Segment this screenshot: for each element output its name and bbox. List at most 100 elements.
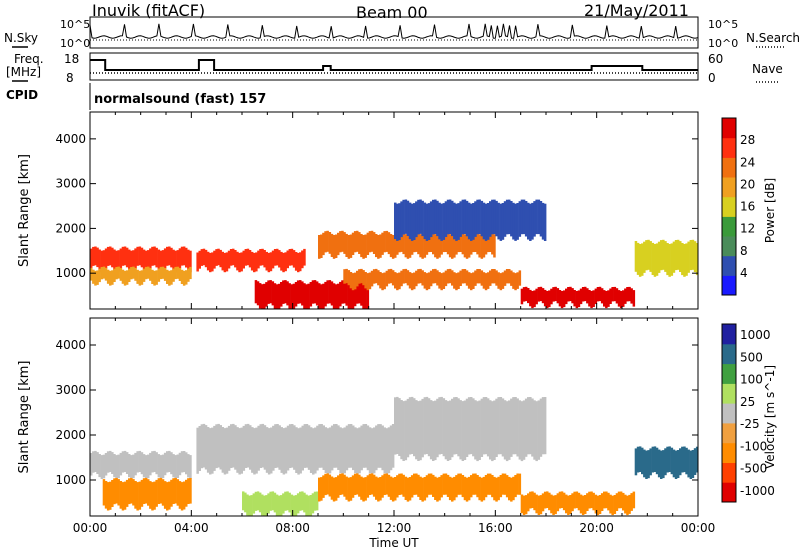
- velocity-cell: [446, 401, 450, 461]
- velocity-cell: [674, 450, 678, 479]
- velocity-cell: [132, 479, 135, 506]
- power-cell: [446, 232, 450, 255]
- power-colorbar-label: Power [dB]: [763, 178, 777, 243]
- velocity-cell: [178, 481, 182, 509]
- velocity-cell: [104, 453, 108, 476]
- power-cell: [590, 291, 593, 309]
- velocity-cell: [600, 493, 604, 511]
- power-cell: [368, 231, 372, 253]
- power-cell: [301, 281, 304, 306]
- velocity-cell: [144, 455, 148, 479]
- velocity-cell: [448, 400, 452, 460]
- velocity-cell: [155, 479, 158, 507]
- velocity-cell: [522, 400, 526, 460]
- velocity-cell: [206, 427, 210, 473]
- velocity-cell: [276, 424, 279, 468]
- velocity-cell: [196, 427, 199, 474]
- velocity-cell: [225, 427, 229, 474]
- power-cell: [657, 241, 661, 273]
- velocity-cell: [499, 475, 503, 498]
- power-cell: [204, 249, 208, 268]
- velocity-cell: [292, 495, 296, 516]
- velocity-cell: [299, 491, 302, 511]
- power-cell: [687, 241, 690, 273]
- velocity-cell: [96, 452, 99, 474]
- velocity-cell: [273, 492, 277, 513]
- velocity-cell: [296, 493, 300, 514]
- power-cell: [497, 272, 500, 289]
- power-cell: [429, 201, 433, 238]
- freq-strip-frame: [89, 52, 699, 81]
- velocity-cell: [370, 473, 374, 495]
- velocity-cell: [140, 452, 144, 475]
- velocity-cell: [459, 400, 462, 460]
- power-cell: [282, 280, 285, 304]
- velocity-cell: [215, 424, 218, 469]
- power-cell: [360, 281, 363, 306]
- velocity-cell: [282, 428, 286, 475]
- velocity-cell: [312, 428, 315, 475]
- velocity-cell: [166, 451, 169, 473]
- power-cell: [457, 203, 460, 240]
- velocity-cell: [121, 451, 125, 473]
- velocity-cell: [271, 491, 275, 511]
- power-cell: [385, 230, 389, 252]
- velocity-cell: [470, 397, 473, 455]
- power-cell: [467, 272, 471, 289]
- velocity-cell: [115, 477, 118, 504]
- power-cell: [461, 269, 465, 284]
- velocity-cell: [489, 400, 492, 460]
- power-cell: [294, 252, 298, 271]
- power-cell: [318, 283, 321, 309]
- velocity-cell: [322, 475, 325, 498]
- power-cell: [423, 234, 427, 258]
- power-cell: [579, 288, 583, 305]
- velocity-cell: [104, 481, 108, 509]
- velocity-cell: [172, 454, 175, 478]
- velocity-cell: [391, 477, 395, 502]
- velocity-cell: [681, 446, 684, 473]
- power-cell: [136, 269, 139, 284]
- velocity-y-tick-label: 4000: [55, 338, 86, 352]
- velocity-cell: [415, 400, 418, 460]
- power-cell: [96, 270, 99, 285]
- power-cell: [219, 249, 222, 268]
- velocity-cell: [527, 397, 530, 455]
- velocity-cell: [396, 475, 399, 498]
- velocity-cell: [381, 475, 384, 498]
- velocity-colorbar-label: Velocity [m s^-1]: [763, 365, 777, 469]
- power-cell: [482, 272, 486, 289]
- velocity-cell: [339, 427, 342, 474]
- velocity-cell: [157, 454, 161, 478]
- velocity-cell: [421, 477, 424, 502]
- velocity-cell: [685, 447, 688, 475]
- velocity-cell: [505, 401, 509, 462]
- power-cell: [421, 235, 424, 259]
- velocity-cell: [436, 477, 439, 502]
- velocity-cell: [486, 473, 490, 495]
- power-cell: [459, 270, 462, 286]
- velocity-cell: [413, 473, 416, 495]
- velocity-cell: [484, 397, 488, 455]
- velocity-cell: [341, 428, 344, 475]
- power-cell: [387, 232, 391, 255]
- velocity-cell: [512, 476, 515, 501]
- velocity-cell: [400, 473, 403, 495]
- power-cell: [406, 200, 410, 236]
- velocity-cell: [486, 398, 490, 457]
- velocity-cell: [362, 424, 365, 468]
- power-cell: [396, 232, 399, 255]
- velocity-cell: [256, 491, 260, 511]
- velocity-cell: [328, 474, 332, 497]
- velocity-cell: [510, 398, 513, 457]
- nsky-strip-frame: [89, 16, 699, 49]
- power-cell: [313, 280, 317, 304]
- power-cell: [425, 273, 429, 291]
- power-cell: [592, 290, 595, 307]
- velocity-cell: [584, 495, 587, 514]
- power-cell: [180, 269, 184, 284]
- velocity-cell: [187, 478, 190, 504]
- power-cell: [455, 273, 458, 291]
- power-cell: [330, 233, 334, 257]
- velocity-colorbar: [722, 324, 736, 503]
